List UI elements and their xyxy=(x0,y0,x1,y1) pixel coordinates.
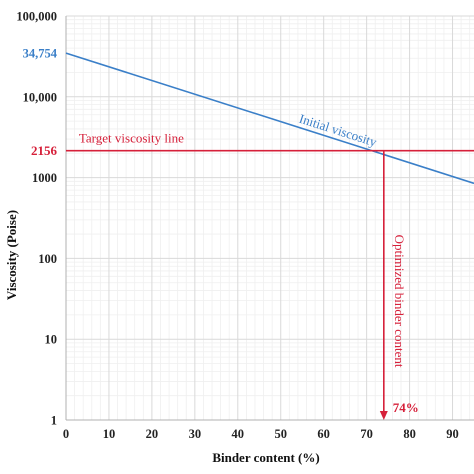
x-tick-label: 50 xyxy=(274,427,287,441)
x-tick-label: 20 xyxy=(146,427,159,441)
annotations: Viscosity (Poise) Binder content (%) Ini… xyxy=(4,47,419,465)
x-tick-label: 0 xyxy=(63,427,69,441)
y-axis-title: Viscosity (Poise) xyxy=(4,210,19,300)
series-line-initial-viscosity xyxy=(65,52,474,185)
series xyxy=(65,52,474,185)
x-tick-label: 40 xyxy=(232,427,245,441)
x-axis-title: Binder content (%) xyxy=(212,450,319,465)
y-tick-label: 10,000 xyxy=(23,90,57,104)
x-tick-label: 80 xyxy=(403,427,416,441)
y-tick-label: 100,000 xyxy=(16,10,57,24)
x-tick-label: 90 xyxy=(446,427,459,441)
reference-lines xyxy=(66,149,474,420)
optimized-arrowhead xyxy=(379,411,388,420)
intercept-value-label: 34,754 xyxy=(23,47,58,61)
tick-labels: 0 10 20 30 40 50 60 70 80 90 1 10 100 1000 10,000 100,0… xyxy=(16,10,458,442)
axes xyxy=(65,16,474,421)
x-tick-label: 60 xyxy=(317,427,330,441)
y-tick-label: 10 xyxy=(45,333,58,347)
target-viscosity-label: Target viscosity line xyxy=(79,131,184,146)
x-tick-label: 70 xyxy=(360,427,373,441)
y-tick-label: 1 xyxy=(51,414,57,428)
target-value-label: 2156 xyxy=(31,143,58,158)
optimized-binder-label: Optimized binder content xyxy=(392,235,407,368)
y-tick-label: 1000 xyxy=(32,171,57,185)
x-tick-label: 10 xyxy=(103,427,116,441)
x-tick-label: 30 xyxy=(189,427,202,441)
optimized-value-label: 74% xyxy=(393,400,419,415)
grid xyxy=(66,15,474,421)
y-tick-label: 100 xyxy=(38,252,57,266)
